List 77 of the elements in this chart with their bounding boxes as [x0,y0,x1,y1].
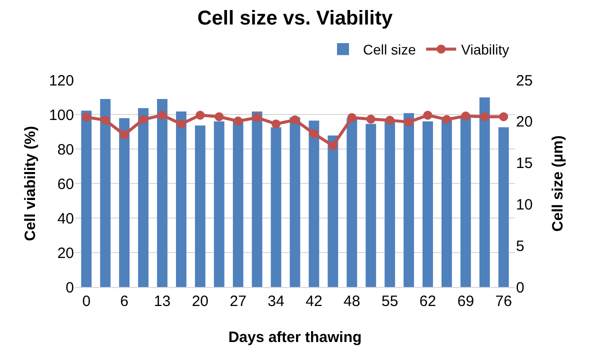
point [82,112,91,122]
point [214,112,224,122]
bar [290,117,300,287]
y2-axis-title: Cell size (µm) [550,135,566,232]
bar [214,121,224,287]
point [385,116,394,125]
x-tick-label: 48 [344,293,360,310]
point [158,110,167,120]
point [480,112,490,122]
x-tick-label: 55 [381,293,398,310]
bar [252,111,262,287]
x-tick-label: 13 [154,293,171,310]
x-tick-label: 34 [268,293,284,310]
bar [270,127,282,287]
point [442,115,452,124]
bar [479,97,490,287]
bar [194,126,206,287]
y-tick-label: 100 [48,106,74,124]
x-tick-label: 0 [82,293,91,310]
point [120,130,129,140]
point [461,112,470,121]
point [100,116,110,125]
point [309,129,318,138]
y2-tick-label: 0 [516,279,524,296]
point [423,110,432,120]
legend-label: Viability [461,42,510,58]
bar [498,127,509,287]
y2-tick-label: 20 [516,114,533,131]
bar [422,121,433,287]
y-axis-title: Cell viability (%) [22,126,39,242]
y2-tick-label: 25 [516,72,533,90]
y-tick-label: 40 [57,210,74,228]
point [366,114,376,124]
chart-title: Cell size vs. Viability [197,7,394,30]
point [328,141,338,150]
point [347,113,356,122]
y-tick-label: 20 [57,244,74,262]
x-tick-label: 27 [230,293,246,310]
y2-tick-label: 10 [516,196,533,214]
x-tick-label: 6 [120,293,128,310]
point [252,113,262,122]
bar [442,118,452,287]
point [138,115,148,124]
bar [157,99,168,287]
point [234,116,243,126]
y2-tick-label: 5 [516,238,524,255]
bar [119,118,130,287]
bar [100,99,111,287]
point [272,119,281,128]
bar [328,135,338,287]
x-axis-title: Days after thawing [228,329,362,346]
x-tick-label: 42 [306,293,322,310]
bar [346,118,358,287]
y-tick-label: 120 [48,72,74,90]
bar [81,110,92,287]
point [404,118,414,127]
bar [460,116,471,287]
point [176,119,186,128]
y-tick-label: 80 [57,141,74,158]
legend-label: Cell size [363,42,416,58]
x-tick-label: 76 [495,293,512,310]
x-tick-label: 20 [192,293,209,310]
y2-tick-label: 15 [516,155,533,172]
y-tick-label: 60 [57,176,74,193]
x-tick-label: 62 [419,293,436,310]
x-tick-label: 69 [457,293,474,310]
point [290,115,300,124]
point [196,110,205,120]
bar [176,111,186,287]
bar [384,120,396,287]
bar [308,120,320,287]
bar [232,120,244,287]
point [499,112,508,122]
bar [138,108,148,287]
bar [404,113,414,287]
bar [366,124,376,287]
y-tick-label: 0 [66,279,74,296]
